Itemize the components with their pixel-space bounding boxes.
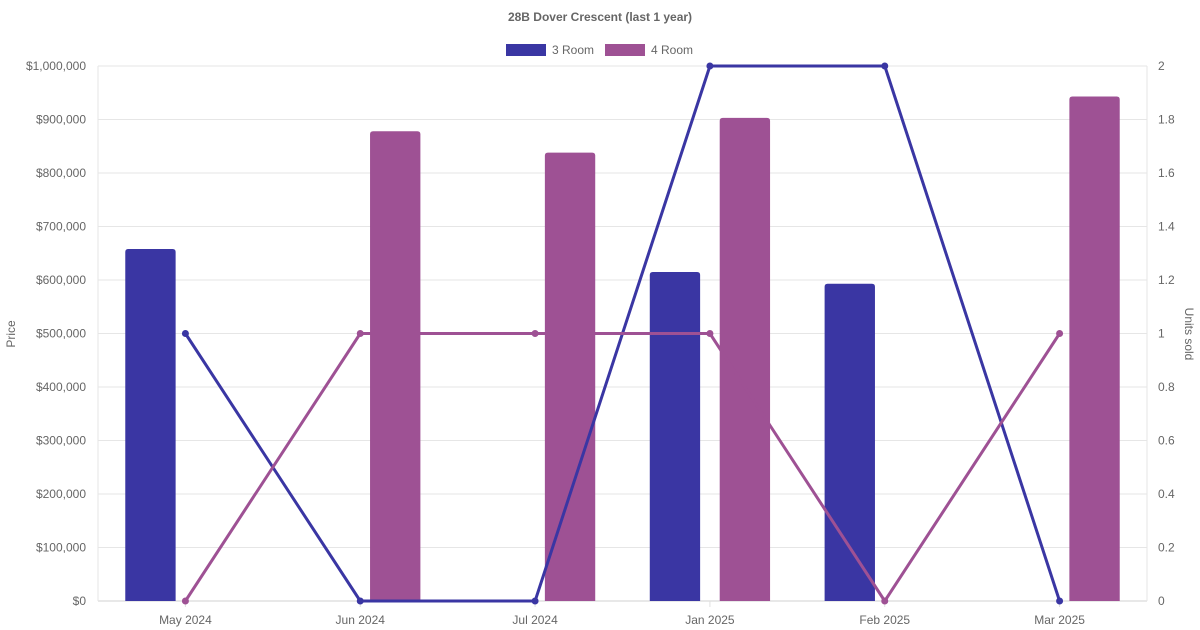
y2-tick-label: 0.8 xyxy=(1158,380,1175,394)
legend-label-4-room: 4 Room xyxy=(651,43,693,57)
y2-tick-label: 1.6 xyxy=(1158,166,1175,180)
legend-label-3-room: 3 Room xyxy=(552,43,594,57)
y-axis-title: Price xyxy=(4,320,18,348)
bar-4-room-mar-2025[interactable] xyxy=(1069,96,1120,602)
y-tick-label: $400,000 xyxy=(36,380,86,394)
y-tick-label: $500,000 xyxy=(36,327,86,341)
y-tick-label: $800,000 xyxy=(36,166,86,180)
x-tick-label: Jul 2024 xyxy=(512,613,558,627)
y-tick-label: $600,000 xyxy=(36,273,86,287)
x-tick-label: Jun 2024 xyxy=(336,613,386,627)
point-units-3-room-feb-2025[interactable] xyxy=(881,62,889,70)
x-axis-ticks: May 2024 Jun 2024 Jul 2024 Jan 2025 Feb 2025… xyxy=(159,601,1085,627)
legend: 3 Room 4 Room xyxy=(506,43,693,57)
y2-tick-label: 1.2 xyxy=(1158,273,1175,287)
y-tick-label: $900,000 xyxy=(36,113,86,127)
x-tick-label: Feb 2025 xyxy=(859,613,910,627)
y2-tick-label: 0.6 xyxy=(1158,434,1175,448)
y2-tick-label: 0 xyxy=(1158,594,1165,608)
y2-tick-label: 2 xyxy=(1158,59,1165,73)
x-tick-label: Mar 2025 xyxy=(1034,613,1085,627)
point-units-4-room-mar-2025[interactable] xyxy=(1056,330,1064,337)
bar-4-room-jan-2025[interactable] xyxy=(719,117,771,602)
point-units-3-room-mar-2025[interactable] xyxy=(1056,597,1064,605)
line-units-4-room xyxy=(184,332,1061,603)
y2-tick-label: 0.4 xyxy=(1158,487,1175,501)
bar-4-room-jun-2024[interactable] xyxy=(370,131,421,601)
y2-axis-ticks: 0 0.2 0.4 0.6 0.8 1 1.2 1.4 1.6 1.8 2 xyxy=(1158,59,1175,608)
bar-3-room-feb-2025[interactable] xyxy=(824,283,875,601)
y-tick-label: $700,000 xyxy=(36,220,86,234)
point-units-4-room-jan-2025[interactable] xyxy=(706,330,714,337)
y2-axis-title: Units sold xyxy=(1182,308,1196,361)
chart-title: 28B Dover Crescent (last 1 year) xyxy=(508,10,692,24)
bar-4-room-jul-2024[interactable] xyxy=(544,152,596,602)
y-tick-label: $300,000 xyxy=(36,434,86,448)
bar-3-room-may-2024[interactable] xyxy=(125,248,176,601)
bar-series xyxy=(125,96,1120,602)
legend-swatch-3-room xyxy=(506,44,546,56)
point-units-3-room-jan-2025[interactable] xyxy=(706,62,714,70)
point-units-4-room-feb-2025[interactable] xyxy=(881,597,889,605)
x-tick-label: May 2024 xyxy=(159,613,212,627)
y-tick-label: $100,000 xyxy=(36,541,86,555)
y-axis-ticks: $0 $100,000 $200,000 $300,000 $400,000 $500,0… xyxy=(26,59,86,608)
legend-swatch-4-room xyxy=(605,44,645,56)
point-units-4-room-may-2024[interactable] xyxy=(181,597,189,605)
bar-3-room-jan-2025[interactable] xyxy=(649,271,701,601)
y2-tick-label: 1.8 xyxy=(1158,113,1175,127)
point-units-4-room-jun-2024[interactable] xyxy=(356,330,364,337)
point-units-3-room-jul-2024[interactable] xyxy=(531,597,539,605)
y-tick-label: $0 xyxy=(73,594,87,608)
y2-tick-label: 1 xyxy=(1158,327,1165,341)
y2-tick-label: 0.2 xyxy=(1158,541,1175,555)
y2-tick-label: 1.4 xyxy=(1158,220,1175,234)
y-tick-label: $200,000 xyxy=(36,487,86,501)
point-units-3-room-jun-2024[interactable] xyxy=(356,597,364,605)
x-tick-label: Jan 2025 xyxy=(685,613,735,627)
line-series xyxy=(181,62,1064,605)
point-units-3-room-may-2024[interactable] xyxy=(181,330,189,337)
y-tick-label: $1,000,000 xyxy=(26,59,86,73)
point-units-4-room-jul-2024[interactable] xyxy=(531,330,539,337)
